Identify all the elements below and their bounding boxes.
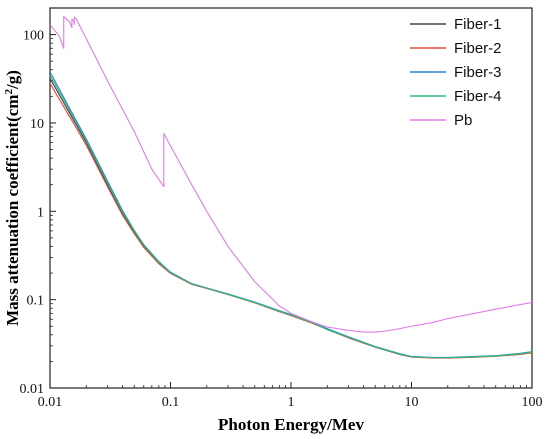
legend-label: Fiber-2 [454, 40, 502, 57]
series-line-fiber-4 [50, 74, 532, 359]
x-tick-label: 1 [288, 395, 295, 410]
legend: Fiber-1 Fiber-2 Fiber-3 Fiber-4 Pb [410, 16, 502, 129]
y-axis-label-tail: /g) [3, 70, 22, 90]
y-axis-label-main: Mass attenuation coefficient(cm [3, 95, 22, 326]
series-lines [50, 16, 532, 359]
y-axis-label-superscript: 2 [3, 89, 15, 95]
y-tick-label: 1 [37, 205, 44, 220]
legend-label: Fiber-1 [454, 16, 502, 33]
y-axis-label: Mass attenuation coefficient(cm2/g) [3, 70, 22, 326]
y-axis-ticks: 0.01 0.1 1 10 100 [20, 7, 56, 397]
y-tick-label: 0.1 [27, 294, 45, 309]
legend-item: Pb [410, 112, 472, 129]
x-tick-label: 0.1 [162, 395, 180, 410]
y-tick-label: 0.01 [20, 382, 45, 397]
legend-item: Fiber-3 [410, 64, 502, 81]
series-line-pb [50, 16, 532, 333]
legend-label: Fiber-4 [454, 88, 502, 105]
legend-label: Fiber-3 [454, 64, 502, 81]
legend-label: Pb [454, 112, 472, 129]
legend-item: Fiber-2 [410, 40, 502, 57]
legend-item: Fiber-4 [410, 88, 502, 105]
legend-item: Fiber-1 [410, 16, 502, 33]
y-tick-label: 10 [30, 117, 44, 132]
x-tick-label: 100 [522, 395, 543, 410]
x-axis-label: Photon Energy/Mev [218, 415, 364, 434]
x-axis-ticks: 0.01 0.1 1 10 100 [38, 382, 543, 410]
x-tick-label: 10 [405, 395, 419, 410]
y-tick-label: 100 [23, 29, 44, 44]
x-tick-label: 0.01 [38, 395, 63, 410]
